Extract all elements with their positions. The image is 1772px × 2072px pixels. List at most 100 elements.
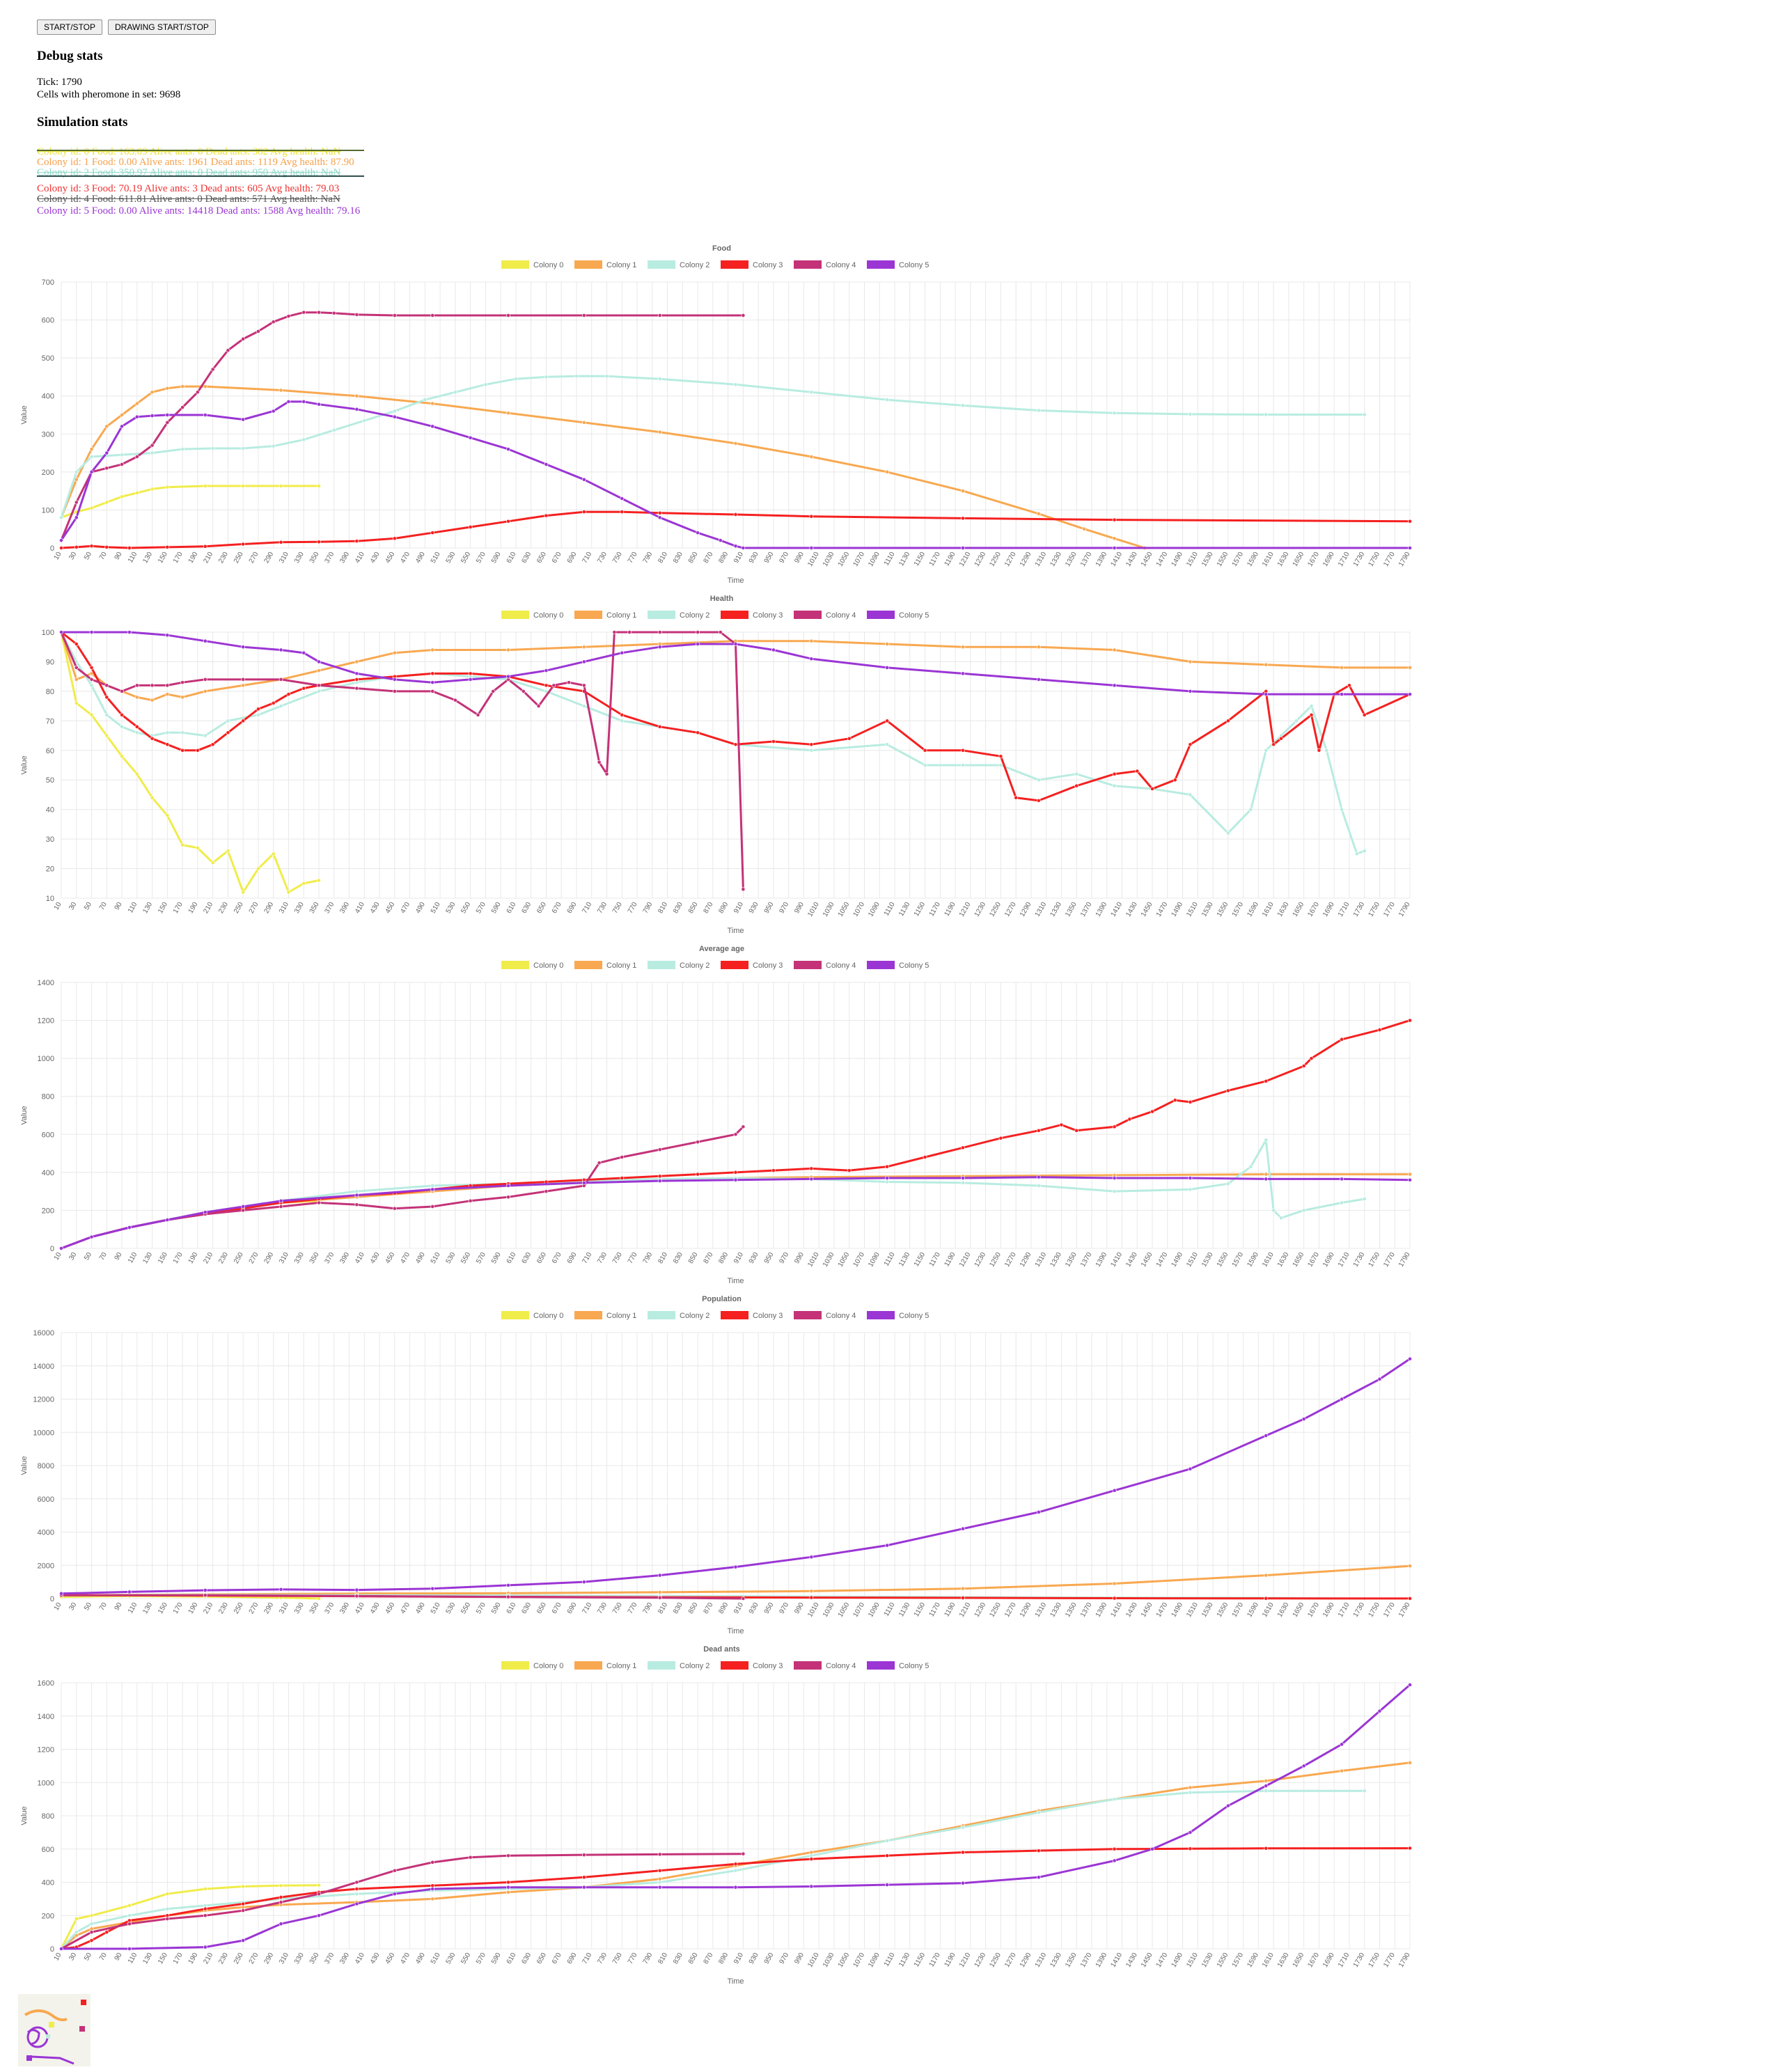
colony-stat-4: Colony id: 4 Food: 611.81 Alive ants: 0 … <box>37 194 340 205</box>
food-chart: Food Colony 0 Colony 1 Colony 2 Colony 3 Colo… <box>14 240 1427 588</box>
health-chart: Health Colony 0 Colony 1 Colony 2 Colony 3 Co… <box>14 590 1427 939</box>
x-tick-label: 150 <box>157 1952 169 1965</box>
start-stop-button[interactable]: START/STOP <box>37 19 103 35</box>
legend-item-colony-1[interactable]: Colony 1 <box>574 1311 636 1320</box>
data-point <box>581 1853 586 1858</box>
data-point <box>150 450 155 455</box>
legend-item-colony-5[interactable]: Colony 5 <box>867 1661 929 1670</box>
x-tick-label: 550 <box>460 901 472 915</box>
legend-item-colony-2[interactable]: Colony 2 <box>648 1311 709 1320</box>
data-point <box>241 1208 246 1213</box>
series-colony-0 <box>59 630 321 895</box>
legend-item-colony-1[interactable]: Colony 1 <box>574 260 636 269</box>
data-point <box>89 1234 94 1239</box>
data-point <box>165 545 170 549</box>
legend-item-colony-2[interactable]: Colony 2 <box>648 1661 709 1670</box>
legend-item-colony-3[interactable]: Colony 3 <box>721 1311 783 1320</box>
data-point <box>331 427 336 432</box>
x-tick-label: 1130 <box>897 551 911 568</box>
legend-item-colony-1[interactable]: Colony 1 <box>574 611 636 620</box>
x-tick-label: 950 <box>763 1952 776 1965</box>
data-point <box>1112 683 1117 688</box>
x-tick-label: 510 <box>430 901 442 915</box>
x-tick-label: 670 <box>551 1952 563 1965</box>
legend-item-colony-5[interactable]: Colony 5 <box>867 1311 929 1320</box>
legend-item-colony-0[interactable]: Colony 0 <box>501 961 563 970</box>
data-point <box>1036 1128 1041 1133</box>
data-point <box>271 444 276 448</box>
legend-item-colony-3[interactable]: Colony 3 <box>721 1661 783 1670</box>
legend-item-colony-0[interactable]: Colony 0 <box>501 1661 563 1670</box>
legend-item-colony-0[interactable]: Colony 0 <box>501 611 563 620</box>
legend-item-colony-3[interactable]: Colony 3 <box>721 961 783 970</box>
legend-label: Colony 2 <box>680 1312 709 1320</box>
legend-item-colony-5[interactable]: Colony 5 <box>867 260 929 269</box>
legend-item-colony-5[interactable]: Colony 5 <box>867 611 929 620</box>
x-tick-label: 1590 <box>1246 1601 1260 1619</box>
colony-stat-3: Colony id: 3 Food: 70.19 Alive ants: 3 D… <box>37 183 340 194</box>
legend-item-colony-4[interactable]: Colony 4 <box>794 1661 856 1670</box>
legend-item-colony-3[interactable]: Colony 3 <box>721 611 783 620</box>
data-point <box>1112 1488 1117 1493</box>
data-point <box>809 1853 814 1858</box>
legend-item-colony-4[interactable]: Colony 4 <box>794 260 856 269</box>
y-tick-label: 6000 <box>38 1496 54 1504</box>
data-point <box>696 730 700 735</box>
data-point <box>1188 1830 1193 1835</box>
x-tick-label: 1670 <box>1306 1251 1321 1269</box>
data-point <box>392 650 397 655</box>
legend-item-colony-1[interactable]: Colony 1 <box>574 1661 636 1670</box>
data-point <box>104 424 109 429</box>
x-tick-label: 1630 <box>1276 1601 1291 1619</box>
data-point <box>430 648 435 652</box>
data-point <box>657 1590 662 1594</box>
x-tick-label: 390 <box>338 901 351 915</box>
data-point <box>476 712 480 717</box>
data-point <box>551 683 556 688</box>
data-point <box>581 477 586 482</box>
legend-item-colony-4[interactable]: Colony 4 <box>794 961 856 970</box>
legend-item-colony-2[interactable]: Colony 2 <box>648 611 709 620</box>
x-tick-label: 1670 <box>1306 1952 1321 1969</box>
data-point <box>657 724 662 729</box>
data-point <box>885 666 890 670</box>
series-line <box>60 1564 1411 1596</box>
legend-item-colony-0[interactable]: Colony 0 <box>501 260 563 269</box>
data-point <box>203 544 207 549</box>
x-tick-label: 350 <box>308 551 321 565</box>
legend-item-colony-1[interactable]: Colony 1 <box>574 961 636 970</box>
drawing-start-stop-button[interactable]: DRAWING START/STOP <box>108 19 216 35</box>
data-point <box>1301 1417 1306 1422</box>
x-tick-label: 1730 <box>1352 1601 1367 1619</box>
simulation-minimap[interactable] <box>18 1994 91 2066</box>
legend-item-colony-3[interactable]: Colony 3 <box>721 260 783 269</box>
data-point <box>210 446 215 450</box>
x-tick-label: 770 <box>627 901 639 915</box>
x-tick-label: 710 <box>581 1601 593 1615</box>
colony-separator <box>37 150 364 151</box>
legend-item-colony-4[interactable]: Colony 4 <box>794 1311 856 1320</box>
x-tick-label: 210 <box>202 551 214 565</box>
x-tick-label: 430 <box>369 1952 382 1965</box>
legend-item-colony-4[interactable]: Colony 4 <box>794 611 856 620</box>
legend-item-colony-0[interactable]: Colony 0 <box>501 1311 563 1320</box>
x-tick-label: 810 <box>657 551 669 565</box>
legend-item-colony-5[interactable]: Colony 5 <box>867 961 929 970</box>
data-point <box>74 1917 79 1921</box>
x-tick-label: 910 <box>732 901 745 915</box>
legend-item-colony-2[interactable]: Colony 2 <box>648 260 709 269</box>
x-tick-label: 1130 <box>897 1952 911 1969</box>
x-tick-label: 470 <box>399 1251 411 1265</box>
data-point <box>392 536 397 541</box>
data-point <box>718 630 723 634</box>
x-tick-label: 710 <box>581 901 593 915</box>
legend-item-colony-2[interactable]: Colony 2 <box>648 961 709 970</box>
x-tick-label: 1610 <box>1261 551 1276 568</box>
data-point <box>581 704 586 709</box>
x-tick-label: 1010 <box>806 1251 821 1269</box>
y-tick-label: 0 <box>50 1595 54 1603</box>
data-point <box>1112 1176 1117 1180</box>
data-point <box>1036 1175 1041 1179</box>
x-tick-label: 70 <box>98 551 109 562</box>
legend-swatch <box>648 961 675 969</box>
